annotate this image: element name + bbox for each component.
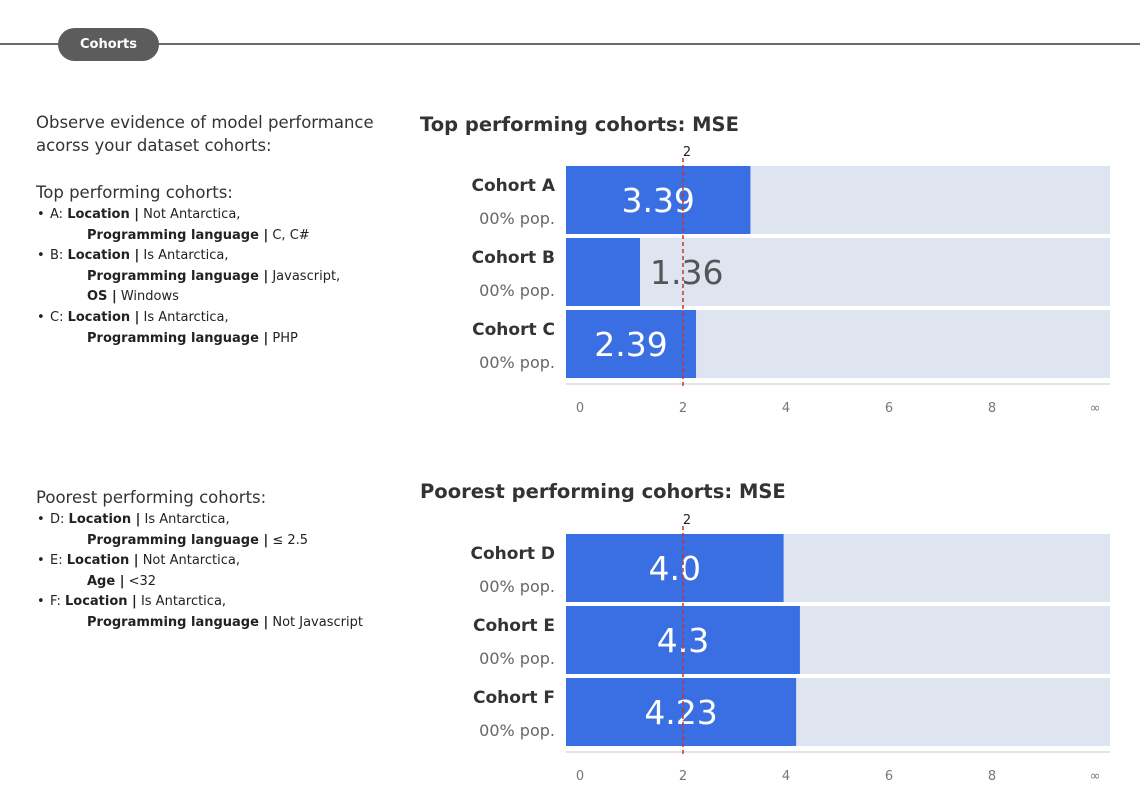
cohort-condition: Programming language | ≤ 2.5 xyxy=(50,531,363,552)
data-label: 3.39 xyxy=(621,181,694,220)
cohort-prefix: F: xyxy=(50,594,65,610)
data-label: 1.36 xyxy=(650,253,723,292)
cohort-condition: A: Location | Not Antarctica, xyxy=(50,205,340,226)
condition-key: Age | xyxy=(87,573,125,589)
section-tab-cohorts[interactable]: Cohorts xyxy=(58,28,159,61)
population-label: 00% pop. xyxy=(479,649,555,668)
tick-label: 0 xyxy=(576,401,584,416)
condition-value: Windows xyxy=(116,289,179,305)
condition-key: Programming language | xyxy=(87,330,269,346)
bar xyxy=(566,534,784,602)
category-label: Cohort C xyxy=(472,320,555,340)
category-label: Cohort A xyxy=(471,176,555,196)
condition-value: Javascript, xyxy=(268,268,341,284)
bar xyxy=(566,310,697,378)
condition-value: Not Javascript xyxy=(268,614,363,630)
tick-label: ∞ xyxy=(1090,401,1101,416)
condition-key: Location | xyxy=(64,594,137,610)
top-cohorts-heading: Top performing cohorts: xyxy=(36,183,233,202)
condition-value: Is Antarctica, xyxy=(140,512,230,527)
chart-title-top: Top performing cohorts: MSE xyxy=(420,113,739,136)
condition-key: Location | xyxy=(68,512,141,527)
tick-label: ∞ xyxy=(1090,769,1101,784)
condition-value: Not Antarctica, xyxy=(138,553,240,569)
category-label: Cohort F xyxy=(473,688,555,708)
intro-text: Observe evidence of model performance ac… xyxy=(36,113,374,155)
bar xyxy=(566,678,797,746)
condition-key: OS | xyxy=(87,289,117,305)
data-label: 4.0 xyxy=(649,549,701,588)
population-label: 00% pop. xyxy=(479,281,555,300)
condition-key: Programming language | xyxy=(87,227,269,243)
condition-value: PHP xyxy=(268,330,298,346)
top-cohorts-chart: Cohort A 00% pop. 3.39 Cohort B 00% pop. 1.36… xyxy=(471,145,1110,416)
cohort-condition: Programming language | PHP xyxy=(50,329,340,350)
condition-key: Location | xyxy=(67,309,140,325)
tick-label: 6 xyxy=(885,769,893,784)
bar-background xyxy=(566,238,1110,306)
bar xyxy=(566,166,751,234)
top-cohort-item: C: Location | Is Antarctica,Programming … xyxy=(36,308,340,349)
data-label: 2.39 xyxy=(594,325,667,364)
condition-key: Programming language | xyxy=(87,614,269,630)
bar xyxy=(566,238,640,306)
chart-title-poor: Poorest performing cohorts: MSE xyxy=(420,480,786,503)
condition-value: ≤ 2.5 xyxy=(268,532,309,548)
condition-key: Programming language | xyxy=(87,268,269,284)
condition-value: Is Antarctica, xyxy=(136,594,227,610)
header-divider xyxy=(0,43,1140,45)
cohort-condition: Programming language | Not Javascript xyxy=(50,613,363,634)
category-label: Cohort E xyxy=(473,616,555,636)
cohort-condition: E: Location | Not Antarctica, xyxy=(50,551,363,572)
tick-label: 8 xyxy=(988,401,996,416)
condition-key: Location | xyxy=(66,553,139,569)
tick-label: 2 xyxy=(679,401,687,416)
condition-value: <32 xyxy=(124,573,157,589)
poor-cohort-item: D: Location | Is Antarctica,Programming … xyxy=(36,510,363,551)
population-label: 00% pop. xyxy=(479,353,555,372)
cohort-condition: B: Location | Is Antarctica, xyxy=(50,246,340,267)
cohort-condition: Age | <32 xyxy=(50,572,363,593)
tick-label: 6 xyxy=(885,401,893,416)
population-label: 00% pop. xyxy=(479,721,555,740)
tick-label: 2 xyxy=(679,769,687,784)
tick-label: 4 xyxy=(782,401,790,416)
population-label: 00% pop. xyxy=(479,577,555,596)
reference-label: 2 xyxy=(683,145,691,160)
population-label: 00% pop. xyxy=(479,209,555,228)
condition-value: Not Antarctica, xyxy=(139,207,241,222)
top-cohort-item: B: Location | Is Antarctica,Programming … xyxy=(36,246,340,308)
condition-key: Location | xyxy=(67,207,140,222)
reference-label: 2 xyxy=(683,513,691,528)
condition-key: Location | xyxy=(67,248,140,264)
condition-value: Is Antarctica, xyxy=(139,248,229,264)
cohort-condition: OS | Windows xyxy=(50,287,340,308)
tick-label: 8 xyxy=(988,769,996,784)
tick-label: 4 xyxy=(782,769,790,784)
cohort-prefix: E: xyxy=(50,553,67,569)
cohort-condition: C: Location | Is Antarctica, xyxy=(50,308,340,329)
cohort-condition: Programming language | C, C# xyxy=(50,226,340,247)
poor-cohort-item: E: Location | Not Antarctica,Age | <32 xyxy=(36,551,363,592)
top-cohorts-list: A: Location | Not Antarctica,Programming… xyxy=(36,205,340,349)
condition-value: Is Antarctica, xyxy=(139,309,229,325)
cohort-prefix: D: xyxy=(50,512,69,527)
cohort-condition: D: Location | Is Antarctica, xyxy=(50,510,363,531)
cohort-condition: F: Location | Is Antarctica, xyxy=(50,592,363,613)
condition-value: C, C# xyxy=(268,227,310,243)
tick-label: 0 xyxy=(576,769,584,784)
poor-cohort-item: F: Location | Is Antarctica,Programming … xyxy=(36,592,363,633)
cohort-condition: Programming language | Javascript, xyxy=(50,267,340,288)
top-cohort-item: A: Location | Not Antarctica,Programming… xyxy=(36,205,340,246)
category-label: Cohort B xyxy=(472,248,555,268)
cohort-prefix: C: xyxy=(50,309,68,325)
data-label: 4.23 xyxy=(644,693,717,732)
category-label: Cohort D xyxy=(471,544,555,564)
condition-key: Programming language | xyxy=(87,532,269,548)
poor-cohorts-heading: Poorest performing cohorts: xyxy=(36,488,267,507)
poor-cohorts-list: D: Location | Is Antarctica,Programming … xyxy=(36,510,363,634)
cohort-prefix: B: xyxy=(50,248,68,264)
cohort-prefix: A: xyxy=(50,207,68,222)
